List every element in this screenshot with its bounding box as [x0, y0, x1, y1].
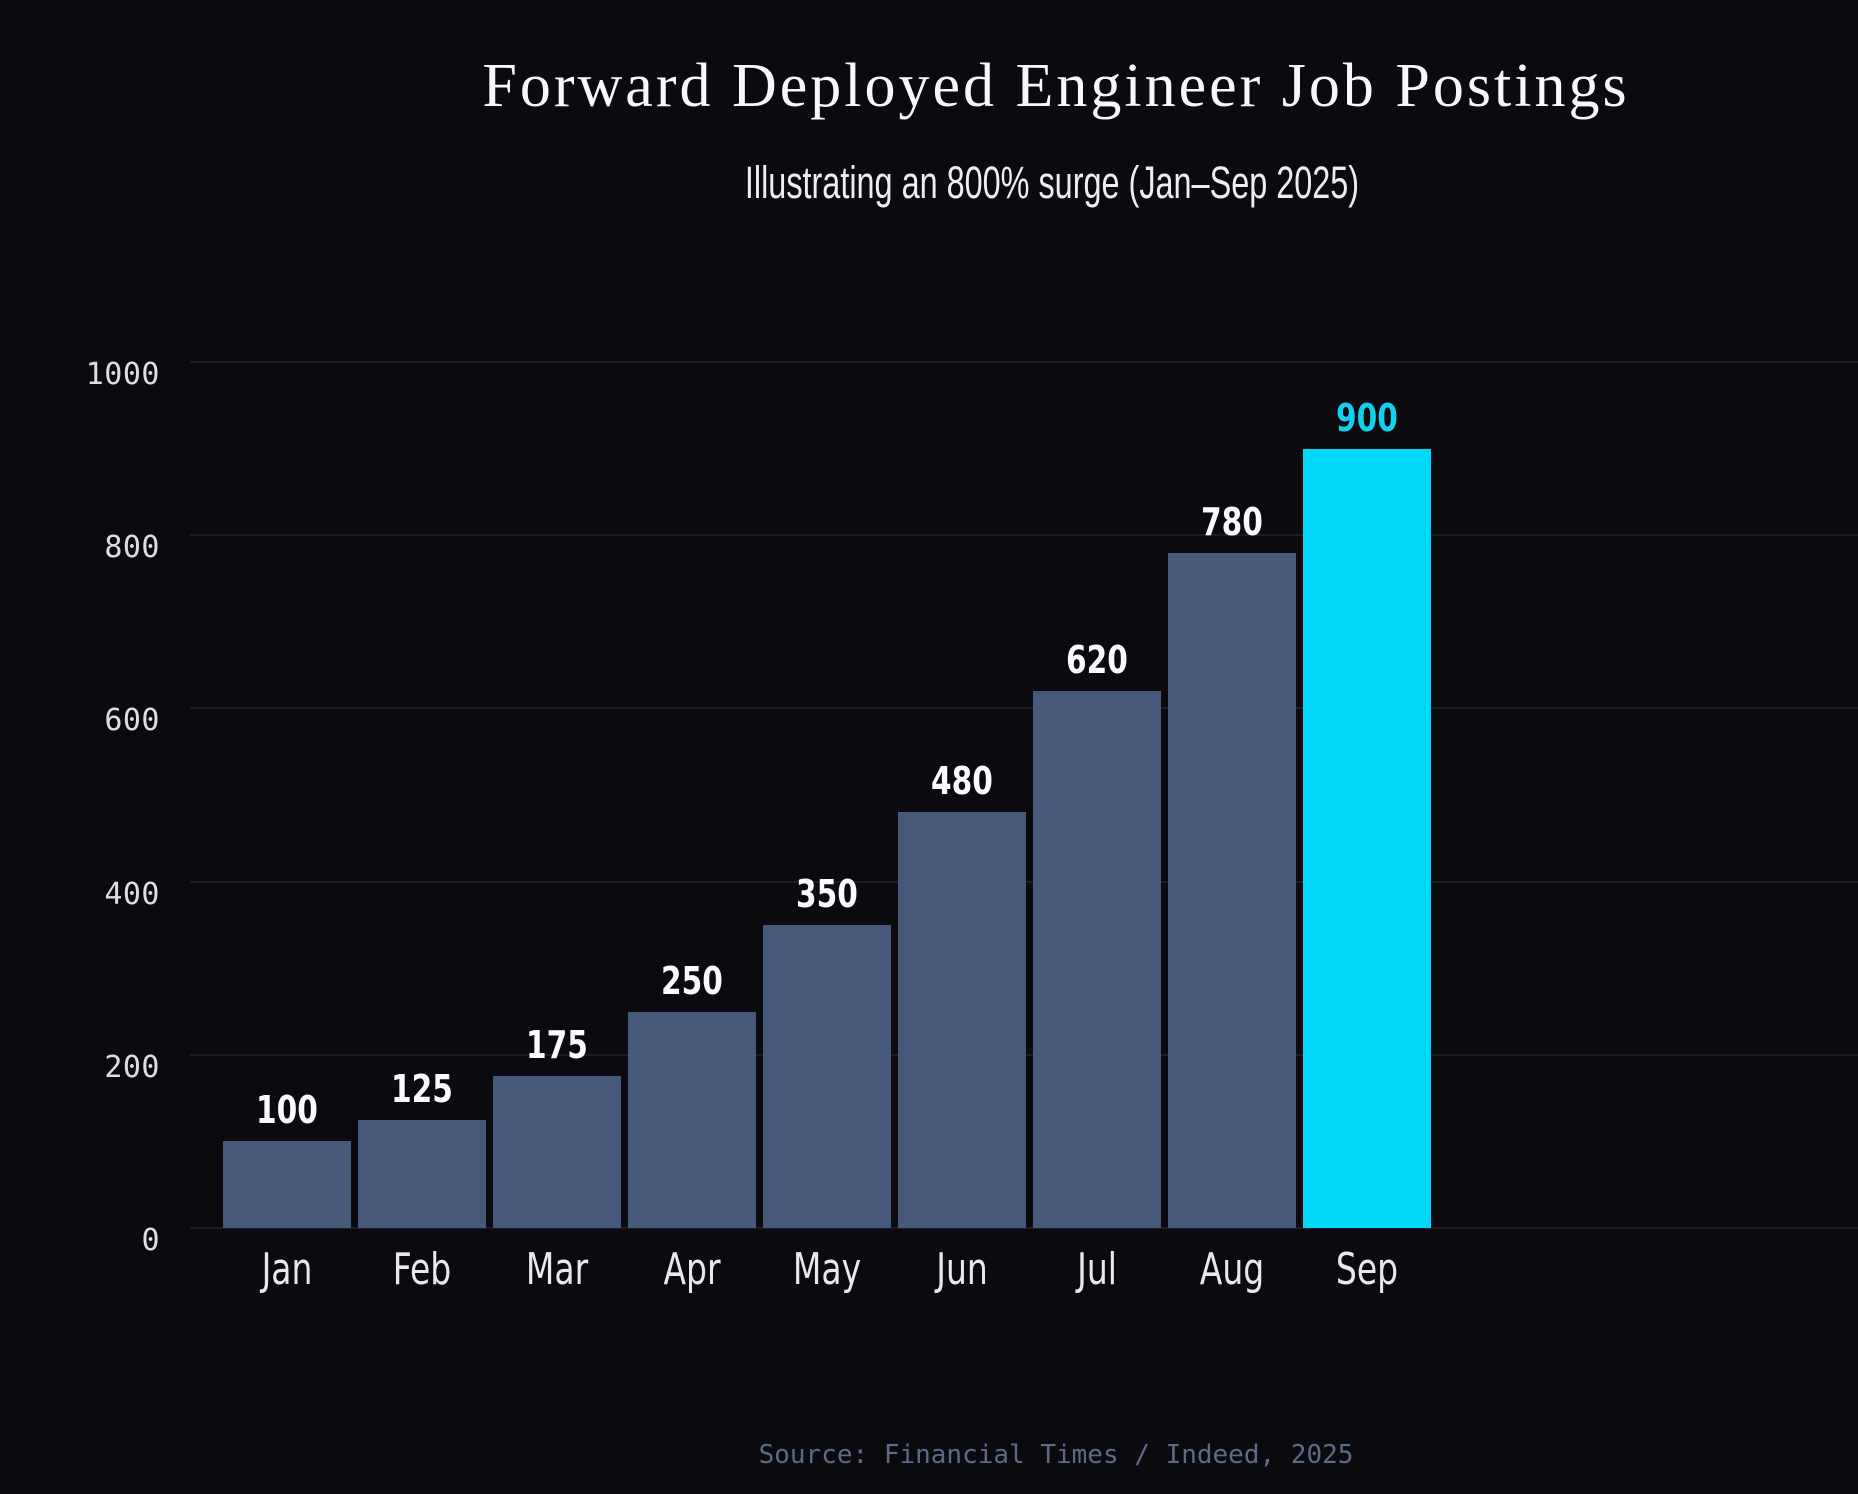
chart-subtitle: Illustrating an 800% surge (Jan–Sep 2025… [744, 157, 1360, 208]
x-tick-label-may: May [792, 1244, 862, 1295]
source-caption: Source: Financial Times / Indeed, 2025 [758, 1440, 1354, 1470]
bar-may [763, 924, 891, 1228]
bar-feb [358, 1119, 486, 1228]
gridline-0 [190, 1227, 1858, 1229]
y-tick-label-600: 600 [104, 703, 160, 739]
bar-sep [1303, 448, 1431, 1228]
x-tick-label-mar: Mar [525, 1244, 589, 1295]
bar-jan [223, 1141, 351, 1228]
value-label-mar: 175 [526, 1023, 588, 1068]
bar-aug [1168, 552, 1296, 1228]
x-tick-label-feb: Feb [392, 1244, 452, 1295]
y-tick-label-200: 200 [104, 1049, 160, 1085]
bar-mar [493, 1076, 621, 1228]
value-label-may: 350 [796, 871, 858, 916]
bar-jun [898, 812, 1026, 1228]
gridline-600 [190, 707, 1858, 710]
value-label-jan: 100 [256, 1088, 318, 1133]
x-tick-label-sep: Sep [1335, 1244, 1399, 1295]
bar-jul [1033, 691, 1161, 1228]
value-label-jun: 480 [931, 759, 993, 804]
gridline-800 [190, 534, 1858, 537]
x-tick-label-aug: Aug [1199, 1244, 1265, 1295]
value-label-feb: 125 [391, 1066, 453, 1111]
value-label-jul: 620 [1066, 638, 1128, 683]
value-label-sep: 900 [1336, 395, 1398, 440]
bar-chart-plot-area: 100 125 175 250 350 480 620 780 900 [190, 361, 1858, 1229]
value-label-apr: 250 [661, 958, 723, 1003]
y-tick-label-0: 0 [141, 1223, 160, 1258]
bar-apr [628, 1011, 756, 1228]
x-tick-label-apr: Apr [663, 1244, 721, 1295]
chart-title: Forward Deployed Engineer Job Postings [482, 52, 1630, 120]
value-label-aug: 780 [1201, 499, 1263, 544]
gridline-1000 [190, 361, 1858, 363]
y-tick-label-400: 400 [104, 876, 160, 912]
y-tick-label-800: 800 [104, 530, 160, 566]
x-tick-label-jun: Jun [936, 1244, 988, 1295]
x-tick-label-jul: Jul [1077, 1244, 1117, 1295]
y-tick-label-1000: 1000 [85, 357, 160, 392]
x-tick-label-jan: Jan [261, 1244, 313, 1295]
